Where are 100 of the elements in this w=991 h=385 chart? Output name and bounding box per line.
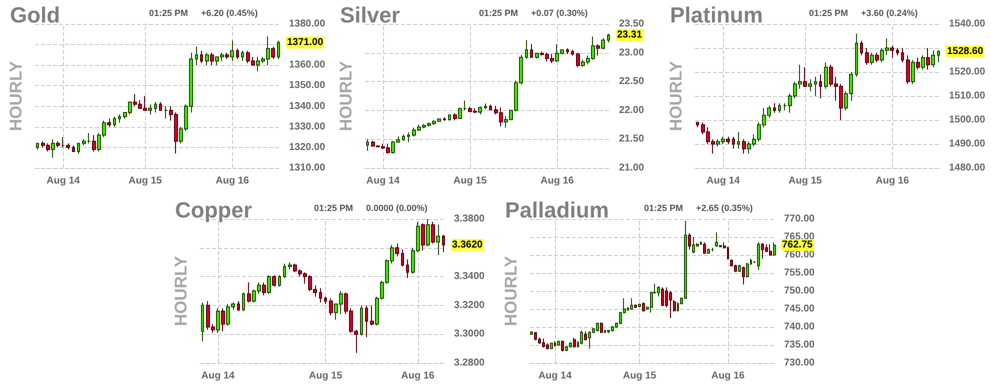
y-tick-label: 755.00 <box>784 268 815 278</box>
candlestick <box>164 106 168 120</box>
candlestick <box>426 218 430 247</box>
candlestick <box>458 107 462 120</box>
x-tick-label: Aug 16 <box>710 370 745 382</box>
y-tick-label: 3.3800 <box>454 214 485 224</box>
candlestick <box>596 44 600 56</box>
candlestick <box>442 116 446 122</box>
candlestick <box>656 286 660 297</box>
text: 01:25 PM <box>478 8 518 18</box>
candlestick <box>36 142 38 150</box>
candlestick <box>400 248 404 268</box>
text: 0.0000 (0.00%) <box>366 203 428 213</box>
y-tick-label: 735.00 <box>784 340 815 350</box>
y-tick-label: 770.00 <box>784 214 815 224</box>
y-tick-label: 1540.00 <box>948 18 986 30</box>
candlestick <box>204 52 208 66</box>
y-tick-label: 3.3000 <box>454 328 485 340</box>
candlestick <box>768 244 772 256</box>
candlestick <box>200 50 202 64</box>
x-tick-label: Aug 16 <box>400 370 434 382</box>
chart-title: Silver <box>340 2 400 28</box>
x-tick-label: Aug 14 <box>46 176 80 186</box>
x-tick-label: Aug 15 <box>452 176 487 186</box>
candlestick <box>194 46 198 66</box>
candlestick <box>576 52 580 68</box>
candlestick <box>118 114 120 124</box>
x-tick-label: Aug 16 <box>540 176 574 186</box>
candlestick <box>738 264 740 272</box>
candlestick <box>66 142 70 150</box>
candlestick <box>920 54 924 70</box>
candlestick <box>568 342 572 348</box>
candlestick <box>276 40 280 60</box>
candlestick <box>224 52 228 60</box>
candlestick <box>732 136 734 150</box>
candlestick <box>266 274 270 294</box>
candlestick <box>930 50 934 68</box>
y-tick-label: 1360.00 <box>288 60 326 71</box>
text: 762.75 <box>782 240 813 251</box>
text: +6.20 (0.45%) <box>200 8 258 18</box>
candlestick <box>606 33 610 43</box>
candlestick <box>864 48 868 66</box>
candlestick <box>236 48 238 60</box>
y-tick-label: 3.3200 <box>454 300 485 311</box>
candlestick <box>638 303 640 308</box>
y-tick-label: 745.00 <box>784 304 815 314</box>
text: 01:25 PM <box>314 203 353 213</box>
x-tick-label: Aug 14 <box>200 370 235 382</box>
candlestick <box>448 114 450 122</box>
candlestick <box>870 52 874 66</box>
y-tick-label: 1310.00 <box>288 162 326 174</box>
candlestick <box>630 298 632 310</box>
x-tick-label: Aug 15 <box>308 370 342 382</box>
candlestick <box>288 262 292 270</box>
candlestick <box>546 342 548 350</box>
candlestick <box>394 242 398 257</box>
text: +3.60 (0.24%) <box>860 8 918 18</box>
candlestick <box>278 274 280 288</box>
candlestick <box>200 302 204 342</box>
y-tick-label: 1510.00 <box>948 90 986 102</box>
candlestick <box>700 242 702 245</box>
y-tick-label: 22.00 <box>618 104 644 116</box>
candlestick <box>926 48 930 70</box>
candlestick <box>742 266 744 286</box>
candlestick <box>236 300 240 312</box>
y-tick-label: 23.50 <box>618 18 644 30</box>
candlestick <box>158 102 162 111</box>
candlestick <box>406 132 410 143</box>
candlestick <box>600 38 604 50</box>
y-tick-label: 1380.00 <box>288 18 326 30</box>
y-tick-label: 750.00 <box>784 286 815 296</box>
candlestick <box>530 44 532 58</box>
candlestick <box>860 40 862 56</box>
candlestick <box>778 102 780 114</box>
candlestick <box>818 74 822 99</box>
candlestick <box>366 138 368 152</box>
y-tick-label: 730.00 <box>784 358 815 368</box>
candlestick <box>572 337 576 348</box>
candlestick <box>106 118 110 128</box>
candlestick <box>936 50 940 63</box>
candlestick <box>436 224 440 256</box>
text: +0.07 (0.30%) <box>530 8 588 18</box>
candlestick <box>430 221 434 244</box>
y-tick-label: 3.2800 <box>454 358 485 368</box>
y-tick-label: 1480.00 <box>948 162 986 174</box>
text: 01:25 PM <box>808 8 848 18</box>
candlestick <box>566 48 568 54</box>
x-tick-label: Aug 16 <box>215 176 249 186</box>
candlestick <box>772 242 776 256</box>
candlestick <box>596 322 598 332</box>
text: 1528.60 <box>946 46 984 57</box>
candlestick <box>896 48 898 56</box>
candlestick <box>364 304 368 338</box>
candlestick <box>584 330 586 341</box>
text: +2.65 (0.35%) <box>696 203 752 213</box>
candlestick <box>900 48 904 63</box>
y-axis-title: HOURLY <box>171 255 190 326</box>
text: 1371.00 <box>286 37 324 48</box>
candlestick <box>92 134 96 152</box>
x-tick-label: Aug 14 <box>366 176 400 186</box>
